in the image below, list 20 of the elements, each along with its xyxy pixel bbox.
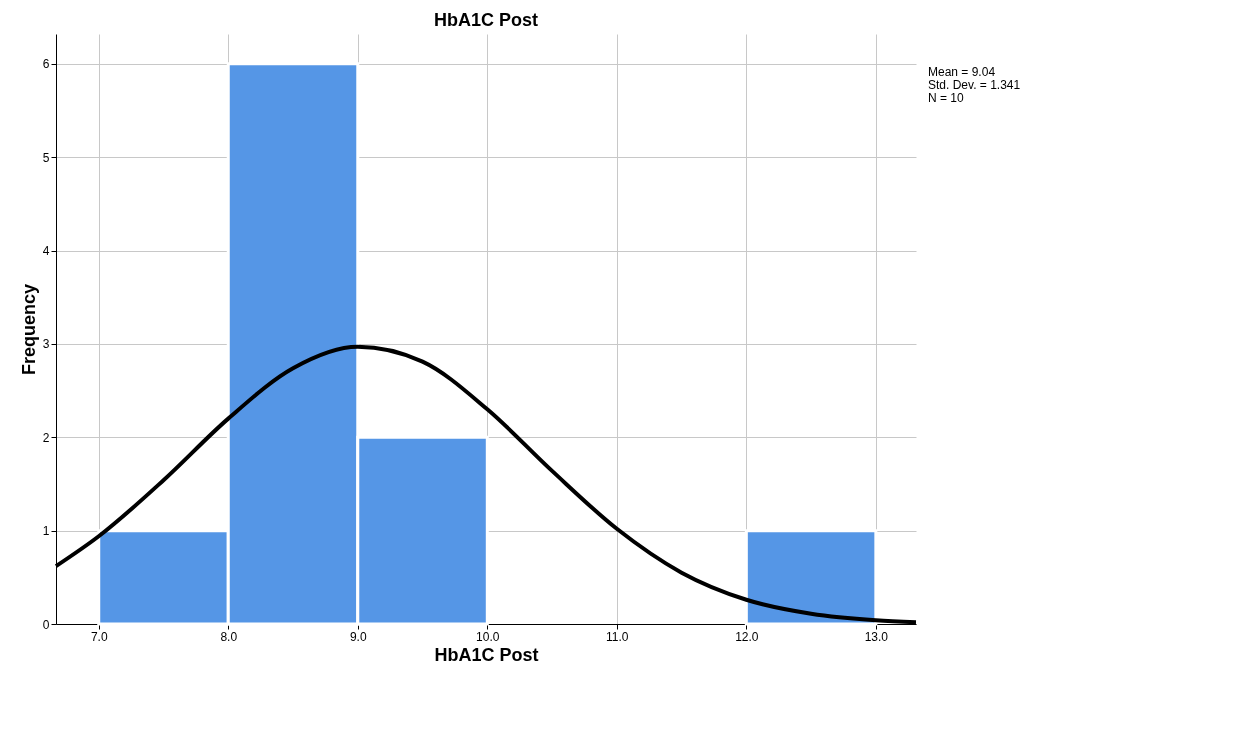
y-tick-label: 3 — [42, 337, 50, 352]
x-tick-label: 9.0 — [349, 629, 367, 644]
y-tick-label: 5 — [42, 150, 50, 165]
y-tick-label: 4 — [42, 244, 50, 259]
y-tick-label: 0 — [42, 617, 50, 632]
y-axis-title: Frequency — [18, 283, 39, 376]
text: Mean = 9.04 — [928, 65, 996, 79]
x-tick-label: 11.0 — [606, 629, 629, 644]
x-tick-label: 13.0 — [864, 629, 889, 644]
x-axis-title: HbA1C Post — [434, 644, 539, 665]
text: Std. Dev. = 1.341 — [928, 78, 1021, 92]
chart-title: HbA1C Post — [433, 10, 539, 30]
y-tick-label: 1 — [42, 524, 50, 539]
x-tick-label: 10.0 — [476, 629, 500, 644]
x-tick-label: 12.0 — [735, 629, 759, 644]
x-tick-label: 7.0 — [90, 629, 108, 644]
x-tick-label: 8.0 — [220, 629, 238, 644]
y-tick-label: 6 — [42, 57, 50, 72]
text: N = 10 — [928, 91, 965, 105]
y-tick-label: 2 — [42, 430, 50, 445]
